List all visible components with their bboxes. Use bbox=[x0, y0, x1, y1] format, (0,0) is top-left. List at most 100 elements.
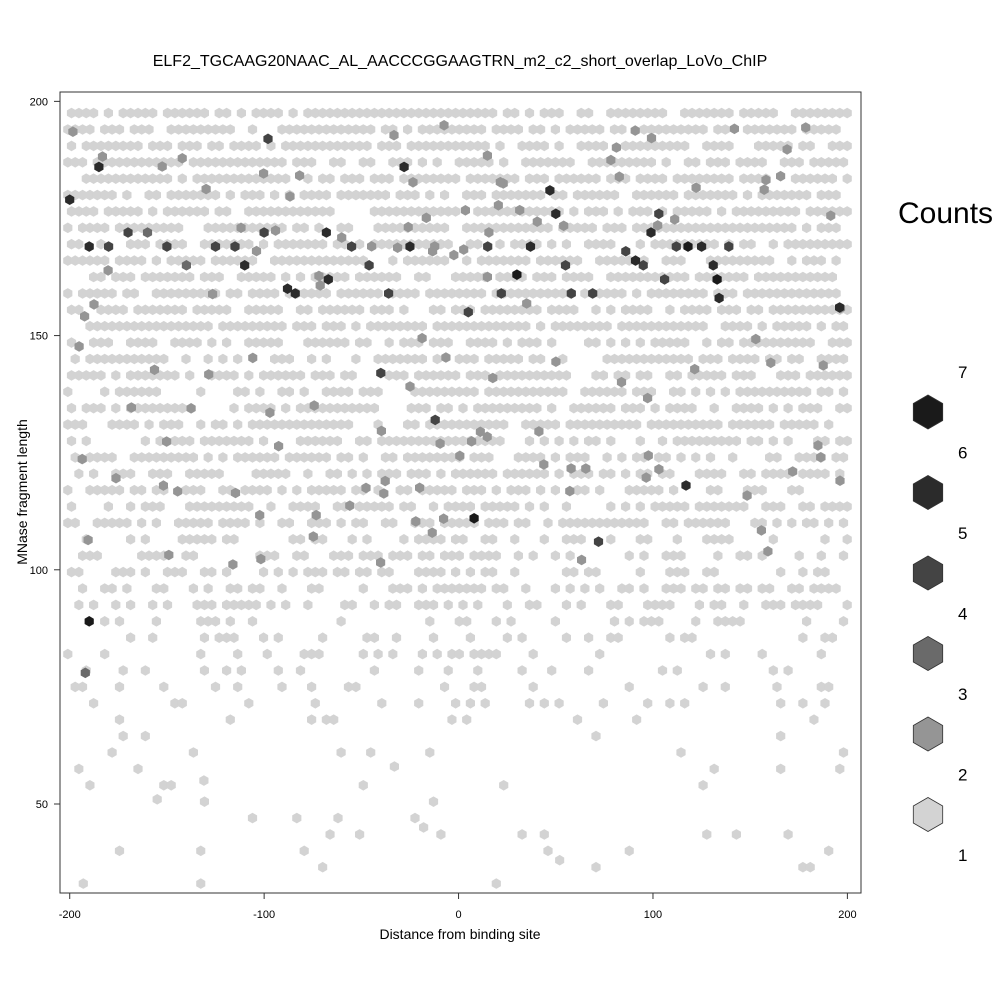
hex-cell bbox=[565, 485, 575, 497]
hex-cell bbox=[650, 337, 660, 348]
hex-cell bbox=[768, 468, 778, 480]
hex-cell bbox=[314, 222, 324, 234]
hex-cell bbox=[598, 698, 608, 709]
hex-cell bbox=[443, 107, 453, 119]
hex-cell bbox=[632, 419, 642, 430]
hex-cell bbox=[661, 550, 671, 561]
hex-cell bbox=[236, 599, 246, 611]
hex-cell bbox=[210, 222, 221, 234]
hex-cell bbox=[683, 222, 693, 234]
hex-cell bbox=[107, 353, 117, 365]
hex-cell bbox=[66, 370, 77, 381]
hex-cell bbox=[484, 386, 494, 398]
hex-cell bbox=[816, 189, 826, 201]
hex-cell bbox=[188, 747, 198, 758]
hex-cell bbox=[447, 320, 457, 332]
hex-cell bbox=[838, 517, 849, 529]
hex-cell bbox=[410, 419, 420, 430]
hex-cell bbox=[343, 419, 354, 430]
hex-cell bbox=[543, 386, 553, 398]
hex-cell bbox=[126, 238, 136, 250]
hex-cell bbox=[694, 206, 704, 217]
hex-cell bbox=[299, 157, 309, 168]
hex-cell bbox=[447, 288, 457, 299]
hex-cell bbox=[118, 665, 128, 676]
hex-cell bbox=[149, 364, 160, 376]
hex-cell bbox=[159, 288, 169, 299]
hex-cell bbox=[362, 468, 372, 480]
hex-cell bbox=[111, 370, 121, 381]
hex-cell bbox=[783, 402, 793, 414]
hex-cell bbox=[440, 419, 450, 430]
hex-cell bbox=[329, 320, 339, 332]
hex-cell bbox=[609, 419, 620, 430]
hex-cell bbox=[351, 353, 361, 365]
hex-cell bbox=[295, 206, 306, 217]
hex-cell bbox=[270, 550, 280, 561]
hex-cell bbox=[421, 173, 431, 184]
hex-cell bbox=[229, 402, 239, 414]
hex-cell bbox=[336, 484, 346, 496]
hex-cell bbox=[151, 222, 161, 234]
hex-cell bbox=[292, 484, 302, 496]
hex-cell bbox=[624, 583, 634, 594]
hex-cell bbox=[199, 173, 209, 184]
hex-cell bbox=[391, 370, 402, 381]
hex-cell bbox=[230, 241, 240, 252]
hex-cell bbox=[790, 337, 801, 348]
hex-cell bbox=[483, 241, 493, 252]
hex-cell bbox=[495, 435, 505, 447]
hex-cell bbox=[724, 304, 734, 316]
hex-cell bbox=[650, 107, 660, 119]
hex-cell bbox=[225, 714, 235, 725]
hex-cell bbox=[602, 222, 612, 234]
hex-cell bbox=[244, 370, 254, 381]
hex-cell bbox=[451, 271, 461, 283]
hex-cell bbox=[111, 206, 121, 217]
hex-cell bbox=[462, 583, 472, 594]
legend-swatch bbox=[912, 555, 944, 591]
hex-cell bbox=[233, 517, 243, 529]
hex-cell bbox=[414, 107, 424, 119]
hex-cell bbox=[336, 616, 346, 627]
hex-cell bbox=[805, 599, 815, 611]
hex-cell bbox=[218, 452, 228, 463]
hex-cell bbox=[835, 501, 845, 512]
hex-cell bbox=[417, 452, 427, 463]
x-tick-label: 200 bbox=[838, 909, 856, 921]
hex-cell bbox=[613, 107, 623, 119]
hex-cell bbox=[443, 599, 453, 611]
hex-cell bbox=[761, 107, 771, 119]
hex-cell bbox=[343, 124, 354, 135]
hex-cell bbox=[74, 341, 84, 352]
hex-cell bbox=[78, 189, 88, 201]
hex-cell bbox=[107, 189, 117, 201]
hex-cell bbox=[247, 189, 258, 201]
hex-cell bbox=[687, 206, 697, 217]
hex-cell bbox=[746, 370, 756, 381]
hex-cell bbox=[499, 780, 509, 791]
hex-cell bbox=[609, 255, 620, 266]
hex-cell bbox=[203, 452, 213, 463]
hex-cell bbox=[602, 419, 612, 430]
hex-cell bbox=[835, 435, 845, 447]
hex-cell bbox=[532, 599, 542, 611]
hex-cell bbox=[491, 124, 501, 135]
hex-cell bbox=[222, 501, 232, 512]
hex-cell bbox=[765, 452, 775, 463]
hex-cell bbox=[259, 238, 269, 250]
hex-cell bbox=[255, 288, 265, 299]
hex-cell bbox=[218, 124, 228, 135]
hex-cell bbox=[820, 107, 830, 119]
hex-cell bbox=[454, 648, 464, 660]
hex-cell bbox=[207, 337, 217, 348]
hex-cell bbox=[635, 402, 645, 414]
hex-cell bbox=[314, 189, 324, 201]
hex-cell bbox=[539, 435, 549, 447]
hex-cell bbox=[669, 386, 679, 398]
hex-cell bbox=[114, 320, 125, 332]
hex-cell bbox=[694, 435, 704, 447]
hex-cell bbox=[826, 210, 836, 221]
hex-cell bbox=[100, 222, 110, 234]
hex-cell bbox=[262, 452, 272, 463]
